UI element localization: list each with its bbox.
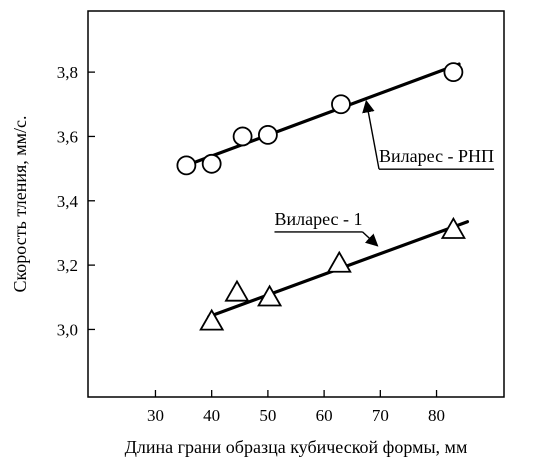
data-point-triangle: [224, 279, 250, 302]
data-point-triangle: [257, 284, 283, 307]
data-point-circle: [443, 62, 464, 83]
data-point-circle: [201, 153, 222, 174]
y-tick-label: 3,0: [57, 320, 78, 339]
data-point-circle: [176, 155, 197, 176]
x-tick-label: 60: [316, 406, 333, 425]
data-point-triangle: [440, 216, 466, 239]
y-tick-label: 3,4: [57, 192, 79, 211]
y-tick-label: 3,2: [57, 256, 78, 275]
x-tick-label: 40: [203, 406, 220, 425]
trend-lines: [184, 62, 470, 319]
y-tick-label: 3,6: [57, 127, 78, 146]
data-points: [176, 62, 466, 331]
data-point-circle: [232, 126, 253, 147]
annotation-arrow: [362, 231, 379, 247]
series-annotations: Виларес - РНП Виларес - 1: [274, 99, 495, 247]
data-point-triangle: [326, 250, 352, 273]
y-axis-label: Скорость тления, мм/с.: [10, 115, 30, 292]
data-point-circle: [331, 94, 351, 115]
x-tick-label: 50: [259, 406, 276, 425]
y-tick-label: 3,8: [57, 63, 78, 82]
data-point-triangle: [199, 308, 225, 331]
x-tick-label: 70: [372, 406, 389, 425]
axis-ticks: 30 40 50 60 70 80 3,0 3,2 3,4 3,6 3,8: [57, 63, 445, 425]
x-axis-label: Длина грани образца кубической формы, мм: [125, 437, 468, 457]
x-tick-label: 30: [147, 406, 164, 425]
series-label: Виларес - РНП: [379, 146, 494, 166]
x-tick-label: 80: [428, 406, 445, 425]
annotation-arrow: [362, 99, 380, 170]
data-point-circle: [257, 124, 278, 145]
plot-frame: [87, 10, 505, 398]
series-label: Виларес - 1: [274, 209, 362, 229]
trend-line: [184, 62, 461, 167]
